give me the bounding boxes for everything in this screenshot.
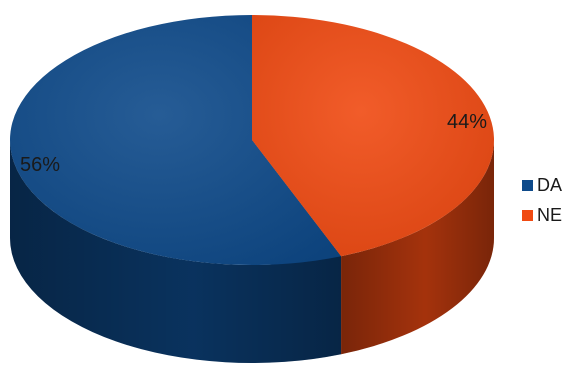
data-label-ne: 44% xyxy=(447,111,487,133)
pie-top-faces xyxy=(10,15,495,265)
slice-top-shading-ne xyxy=(252,15,495,257)
data-label-da: 56% xyxy=(20,154,60,176)
legend-item-ne: NE xyxy=(522,200,578,230)
legend-label-da: DA xyxy=(537,175,563,195)
legend: DA NE xyxy=(522,170,578,230)
slice-top-shading-da xyxy=(10,15,342,265)
legend-swatch-da xyxy=(522,179,533,191)
pie-data-labels: 56% 44% xyxy=(20,111,487,176)
pie-side-walls xyxy=(10,140,494,363)
legend-item-da: DA xyxy=(522,170,578,200)
slice-side-shading-ne xyxy=(341,140,494,355)
slice-side-shading-da xyxy=(10,140,342,363)
legend-swatch-ne xyxy=(522,209,533,221)
legend-label-ne: NE xyxy=(537,205,563,225)
